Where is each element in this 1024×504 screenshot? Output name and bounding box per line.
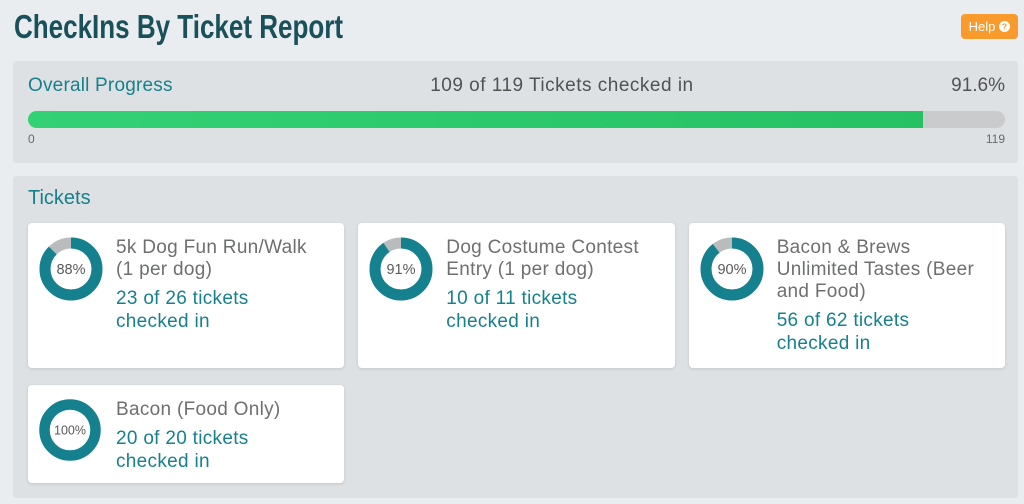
- svg-text:91%: 91%: [387, 262, 416, 278]
- svg-text:100%: 100%: [54, 423, 86, 437]
- svg-text:88%: 88%: [56, 262, 85, 278]
- svg-text:?: ?: [1002, 21, 1007, 31]
- svg-text:90%: 90%: [717, 262, 746, 278]
